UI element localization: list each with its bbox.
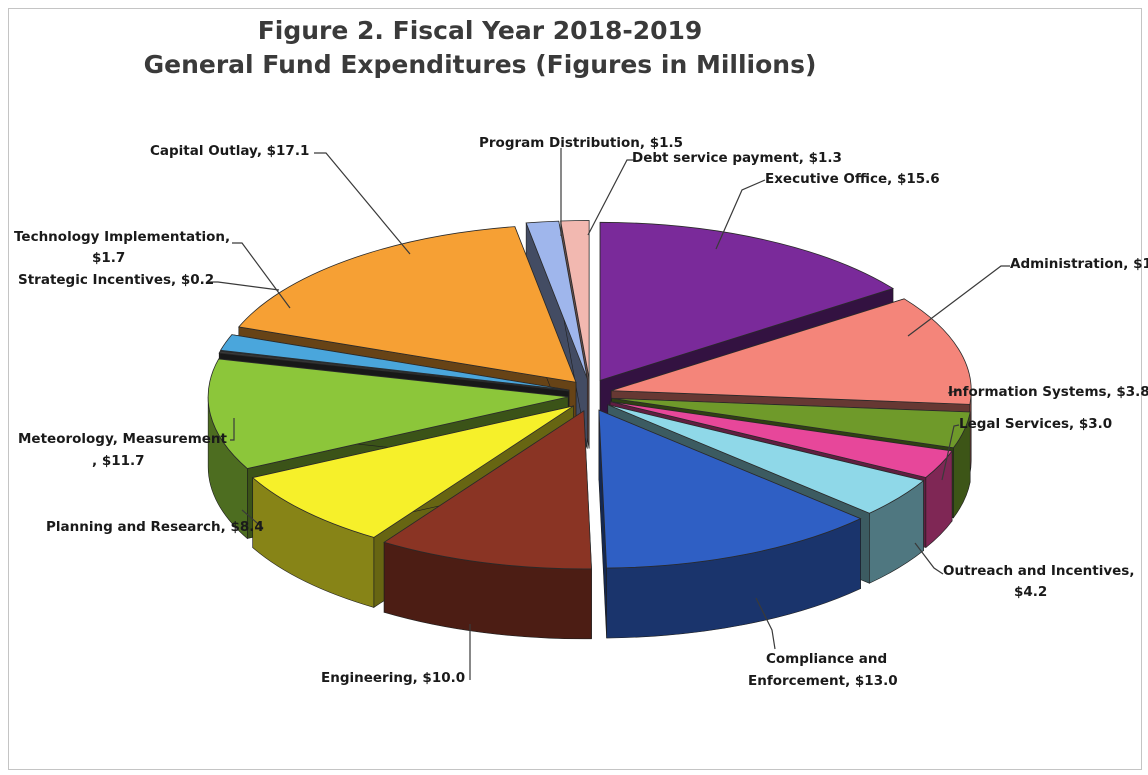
slice-compliance-and-enforcement	[598, 409, 862, 639]
pie-slices	[207, 220, 972, 640]
label-strategic-incentives: Strategic Incentives, $0.2	[18, 272, 215, 288]
label-outreach-line2: $4.2	[1014, 584, 1048, 600]
slice-top-compliance-and-enforcement	[598, 409, 862, 569]
slice-top-outreach-and-incentives	[607, 404, 925, 514]
leader-line-administration	[907, 265, 1010, 337]
slice-top-executive-office	[599, 221, 895, 381]
label-compliance-line2: Enforcement, $13.0	[748, 673, 898, 689]
label-meteorology-line1: Meteorology, Measurement	[18, 431, 227, 447]
slice-top-program-distribution	[525, 220, 588, 379]
leader-line-strategic	[209, 281, 280, 291]
slice-top-planning-and-research	[251, 405, 574, 538]
label-legal-services: Legal Services, $3.0	[959, 416, 1113, 432]
leader-line-information-systems	[947, 389, 961, 394]
slice-top-administration	[611, 298, 972, 405]
slice-top-meteorology	[207, 358, 569, 469]
chart-title-block: Figure 2. Fiscal Year 2018-2019 General …	[0, 14, 960, 82]
label-planning-research: Planning and Research, $8.4	[46, 519, 264, 535]
label-executive-office: Executive Office, $15.6	[765, 171, 940, 187]
label-capital-outlay: Capital Outlay, $17.1	[150, 143, 310, 159]
label-meteorology-line2: , $11.7	[92, 453, 145, 469]
slice-top-capital-outlay	[238, 226, 577, 383]
label-technology-line2: $1.7	[92, 250, 126, 266]
leader-line-executive-office	[715, 179, 766, 250]
label-technology-line1: Technology Implementation,	[14, 229, 231, 245]
label-engineering: Engineering, $10.0	[321, 670, 466, 686]
leader-line-outreach	[914, 542, 944, 575]
label-compliance-line1: Compliance and	[766, 651, 888, 667]
leader-line-legal-services	[941, 424, 960, 481]
slice-top-information-systems	[611, 397, 971, 449]
slice-top-technology-implementation	[219, 334, 570, 391]
label-information-systems: Information Systems, $3.8	[948, 384, 1148, 400]
slice-top-engineering	[383, 410, 592, 570]
leader-line-debt-service	[587, 159, 634, 236]
leader-line-compliance	[755, 597, 776, 650]
label-outreach-line1: Outreach and Incentives,	[943, 563, 1135, 579]
slice-top-legal-services	[610, 401, 953, 478]
label-debt-service: Debt service payment, $1.3	[632, 150, 842, 166]
leader-lines	[209, 148, 1010, 680]
label-program-distribution: Program Distribution, $1.5	[479, 135, 684, 151]
leader-line-planning	[241, 509, 264, 529]
chart-subtitle: General Fund Expenditures (Figures in Mi…	[143, 50, 817, 79]
slice-engineering	[383, 410, 592, 640]
label-administration: Administration, $11.6	[1010, 256, 1148, 272]
leader-line-technology	[232, 242, 291, 309]
chart-title: Figure 2. Fiscal Year 2018-2019	[257, 16, 703, 45]
leader-line-meteorology	[230, 418, 235, 441]
leader-line-capital-outlay	[314, 152, 411, 255]
slice-top-strategic-incentives	[218, 350, 569, 392]
